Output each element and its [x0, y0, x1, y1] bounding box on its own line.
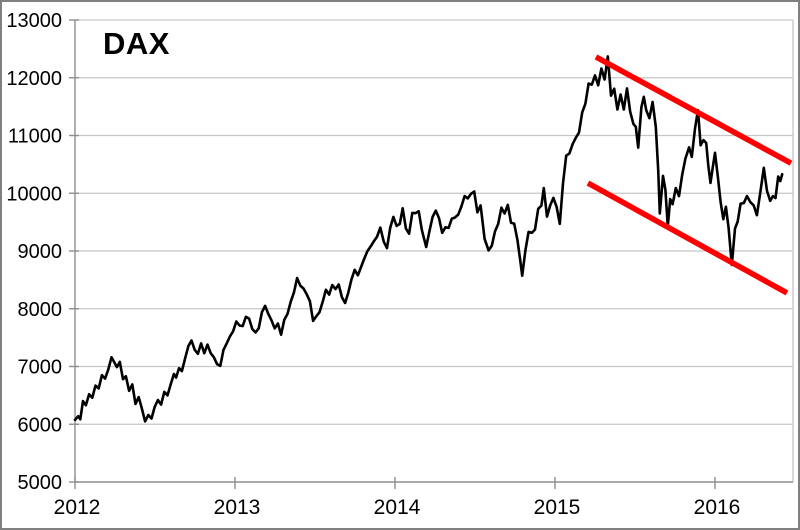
upper-trendline: [594, 54, 793, 166]
y-tick-label-5000: 5000: [18, 472, 63, 494]
y-tick-label-6000: 6000: [18, 414, 63, 436]
y-tick-label-10000: 10000: [6, 183, 62, 205]
y-tick-label-11000: 11000: [8, 126, 62, 148]
y-tick-label-13000: 13000: [6, 10, 62, 32]
x-tick-label-2014: 2014: [374, 496, 421, 519]
y-tick-label-12000: 12000: [6, 68, 62, 90]
x-tick-label-2012: 2012: [54, 496, 101, 519]
chart-title: DAX: [103, 26, 170, 61]
y-tick-label-9000: 9000: [18, 241, 63, 263]
x-tick-label-2015: 2015: [534, 496, 581, 519]
lower-trendline: [586, 180, 789, 296]
x-tick-label-2016: 2016: [694, 496, 741, 519]
series-line-dax: [73, 55, 784, 423]
y-tick-label-8000: 8000: [18, 299, 63, 321]
x-tick-label-2013: 2013: [214, 496, 261, 519]
y-tick-label-7000: 7000: [18, 357, 63, 379]
